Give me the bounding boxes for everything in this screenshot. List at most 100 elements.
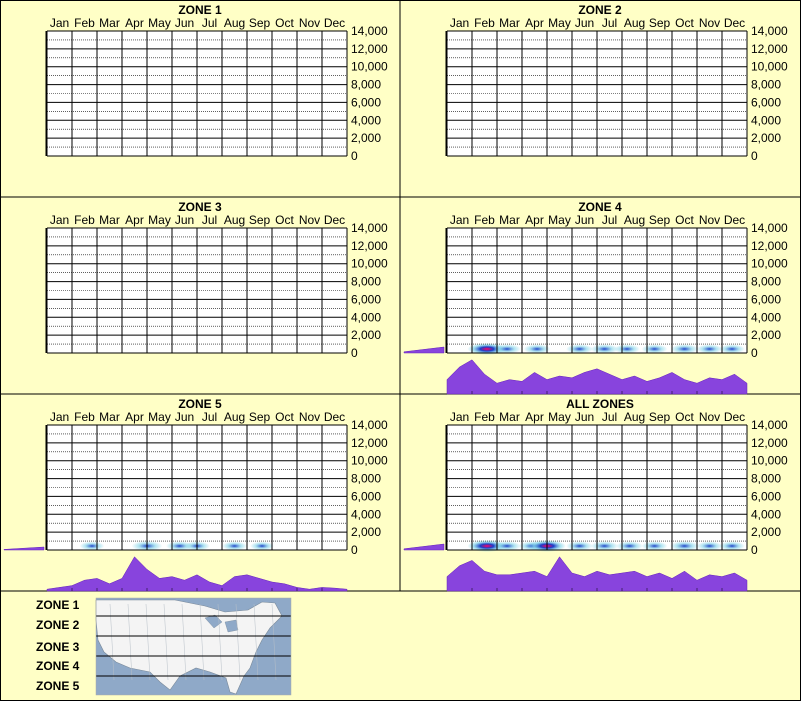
panels: ZONE 1 Jan Feb Mar Apr May Jun Jul Aug Sep Oct Nov D… (0, 0, 801, 592)
map-state-border (253, 603, 259, 681)
y-tick-label: 14,000 (751, 418, 788, 432)
heatmap-cell (641, 344, 668, 354)
month-tick-label: Nov (699, 410, 720, 424)
y-tick-label: 14,000 (351, 418, 388, 432)
panel-title: ZONE 3 (178, 200, 222, 214)
map-state-border (199, 603, 205, 681)
zone-panel: ZONE 5 Jan Feb Mar Apr May Jun Jul Aug Sep Oct Nov D… (3, 397, 388, 592)
y-tick-label: 8,000 (351, 78, 381, 92)
y-tick-label: 0 (751, 149, 758, 163)
y-tick-label: 2,000 (351, 328, 381, 342)
heatmap-cell (523, 344, 551, 354)
heatmap-cell (79, 541, 105, 551)
heatmap-cell (566, 344, 593, 354)
map-state-border (217, 603, 223, 681)
month-tick-label: Mar (499, 410, 520, 424)
month-tick-label: Jun (575, 16, 594, 30)
y-tick-label: 6,000 (751, 95, 781, 109)
month-tick-label: Jan (50, 213, 69, 227)
month-tick-label: Feb (474, 213, 495, 227)
heatmap-cell (566, 541, 593, 551)
elevation-density (403, 346, 445, 354)
heatmap-cell (719, 541, 745, 551)
y-tick-label: 2,000 (751, 328, 781, 342)
month-tick-label: Jul (202, 213, 217, 227)
month-tick-label: Jun (575, 213, 594, 227)
y-tick-label: 8,000 (351, 275, 381, 289)
y-tick-label: 12,000 (751, 436, 788, 450)
heatmap-cell (670, 344, 699, 354)
y-tick-label: 8,000 (751, 472, 781, 486)
heatmap-cell (719, 344, 745, 354)
month-tick-label: Oct (275, 16, 294, 30)
month-tick-label: Dec (324, 410, 345, 424)
month-tick-label: Jan (450, 213, 469, 227)
y-tick-label: 12,000 (351, 42, 388, 56)
elevation-density (403, 543, 445, 551)
month-tick-label: Feb (74, 16, 95, 30)
month-tick-label: Jun (575, 410, 594, 424)
y-tick-label: 6,000 (751, 489, 781, 503)
zone-panel: ZONE 2 Jan Feb Mar Apr May Jun Jul Aug Sep Oct Nov D… (445, 3, 788, 198)
map-state-border (235, 603, 241, 681)
month-tick-label: Sep (649, 410, 671, 424)
month-tick-label: Oct (675, 410, 694, 424)
month-tick-label: Aug (224, 16, 245, 30)
y-tick-label: 2,000 (351, 131, 381, 145)
heatmap-cell (696, 541, 723, 551)
heatmap-cell (696, 344, 723, 354)
month-tick-label: Jan (50, 16, 69, 30)
zone-legend-label: ZONE 3 (36, 640, 80, 654)
y-tick-label: 10,000 (751, 454, 788, 468)
month-tick-label: Jan (450, 410, 469, 424)
month-tick-label: Aug (224, 213, 245, 227)
month-tick-label: Aug (624, 410, 645, 424)
month-tick-label: Mar (99, 213, 120, 227)
month-tick-label: Dec (724, 410, 745, 424)
y-tick-label: 4,000 (751, 310, 781, 324)
month-tick-label: Apr (125, 16, 144, 30)
month-tick-label: Oct (275, 410, 294, 424)
month-tick-label: Jun (175, 213, 194, 227)
month-tick-label: May (548, 16, 571, 30)
zone-legend-label: ZONE 1 (36, 598, 80, 612)
heatmap-cell (250, 541, 274, 551)
month-tick-label: May (548, 410, 571, 424)
y-tick-label: 0 (351, 346, 358, 360)
month-tick-label: Mar (499, 16, 520, 30)
y-tick-label: 2,000 (351, 525, 381, 539)
month-tick-label: Jun (175, 410, 194, 424)
month-tick-label: Oct (675, 213, 694, 227)
month-tick-label: Nov (699, 213, 720, 227)
panel-title: ZONE 5 (178, 397, 222, 411)
y-tick-label: 4,000 (351, 310, 381, 324)
us-map-icon (95, 597, 292, 696)
zone-legend: ZONE 1 ZONE 2 ZONE 3 ZONE 4 ZONE 5 (36, 597, 292, 696)
y-tick-label: 4,000 (751, 113, 781, 127)
month-tick-label: Jul (202, 16, 217, 30)
heatmap-cell (222, 541, 247, 551)
month-tick-label: Apr (125, 410, 144, 424)
zone-legend-label: ZONE 5 (36, 679, 80, 693)
y-tick-label: 12,000 (751, 42, 788, 56)
month-tick-label: Feb (474, 410, 495, 424)
y-tick-label: 12,000 (351, 239, 388, 253)
y-tick-label: 14,000 (351, 24, 388, 38)
month-tick-label: Aug (624, 16, 645, 30)
y-tick-label: 10,000 (351, 60, 388, 74)
y-tick-label: 14,000 (751, 24, 788, 38)
zone-legend-label: ZONE 2 (36, 618, 80, 632)
month-density (46, 556, 348, 592)
month-density (446, 359, 748, 395)
y-tick-label: 6,000 (351, 292, 381, 306)
month-tick-label: Feb (474, 16, 495, 30)
month-tick-label: Jul (602, 410, 617, 424)
y-tick-label: 2,000 (751, 131, 781, 145)
heatmap-cell (590, 541, 619, 551)
month-tick-label: Oct (675, 16, 694, 30)
map-frame (95, 597, 292, 696)
y-tick-label: 4,000 (351, 507, 381, 521)
panel-title: ZONE 1 (178, 3, 222, 17)
heatmap-cell (614, 344, 640, 354)
